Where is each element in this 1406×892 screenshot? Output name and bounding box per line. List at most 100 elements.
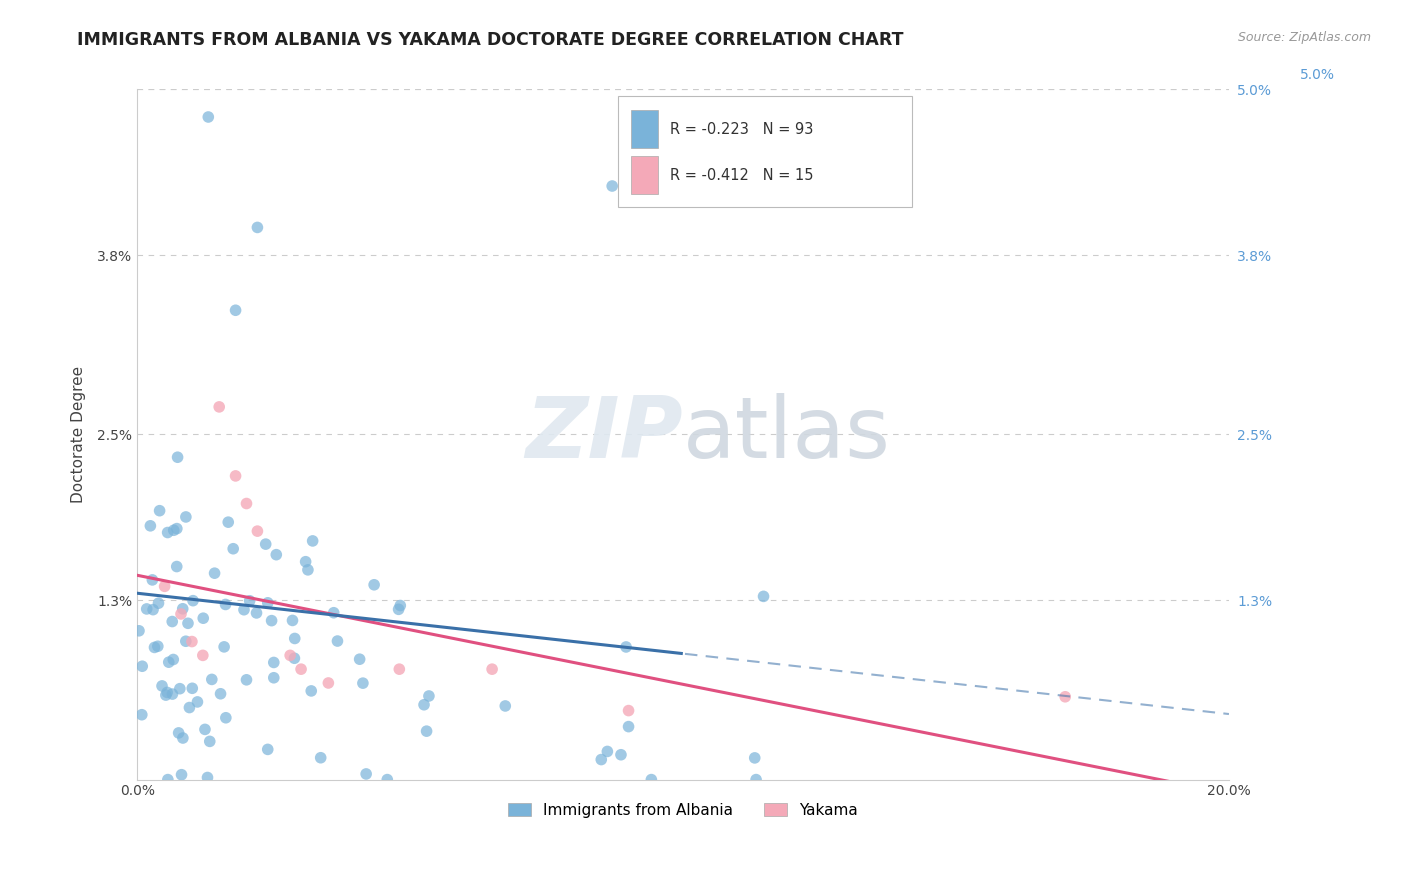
Point: [263, 671, 285, 685]
Point: [617, 720, 640, 734]
Point: [591, 753, 613, 767]
Point: [155, 688, 177, 702]
Point: [256, 742, 278, 756]
Point: [225, 469, 247, 483]
Point: [246, 524, 269, 538]
Point: [181, 681, 204, 696]
Point: [172, 601, 194, 615]
Point: [318, 676, 340, 690]
Text: IMMIGRANTS FROM ALBANIA VS YAKAMA DOCTORATE DEGREE CORRELATION CHART: IMMIGRANTS FROM ALBANIA VS YAKAMA DOCTOR…: [77, 31, 904, 49]
Point: [363, 578, 385, 592]
Point: [197, 771, 219, 785]
Point: [640, 772, 662, 787]
Point: [153, 579, 176, 593]
Point: [157, 655, 180, 669]
Point: [322, 606, 344, 620]
Point: [162, 652, 184, 666]
Point: [389, 599, 412, 613]
Point: [245, 606, 267, 620]
Point: [217, 515, 239, 529]
Point: [418, 689, 440, 703]
Point: [172, 731, 194, 745]
Text: ZIP: ZIP: [526, 393, 683, 476]
Point: [142, 602, 165, 616]
Point: [166, 450, 188, 465]
Point: [139, 518, 162, 533]
Point: [617, 704, 640, 718]
Point: [233, 603, 256, 617]
Point: [354, 767, 377, 781]
Point: [174, 634, 197, 648]
Point: [166, 522, 188, 536]
Point: [256, 596, 278, 610]
Point: [179, 700, 201, 714]
Point: [610, 747, 633, 762]
Point: [150, 679, 173, 693]
Point: [222, 541, 245, 556]
Point: [181, 593, 204, 607]
Point: [156, 525, 179, 540]
Point: [283, 651, 305, 665]
Point: [194, 723, 217, 737]
Point: [752, 590, 775, 604]
Point: [131, 659, 153, 673]
Point: [141, 573, 163, 587]
Point: [246, 220, 269, 235]
Point: [156, 772, 179, 787]
FancyBboxPatch shape: [631, 110, 658, 148]
Point: [193, 611, 215, 625]
Point: [239, 594, 262, 608]
Point: [744, 751, 766, 765]
FancyBboxPatch shape: [631, 156, 658, 194]
Point: [600, 179, 623, 194]
Point: [481, 662, 503, 676]
Point: [266, 548, 288, 562]
Point: [131, 707, 153, 722]
Point: [299, 684, 322, 698]
Point: [745, 772, 768, 787]
Point: [326, 634, 349, 648]
Point: [413, 698, 436, 712]
Point: [596, 744, 619, 758]
Point: [281, 614, 304, 628]
Point: [169, 681, 191, 696]
Point: [191, 648, 214, 663]
Text: R = -0.223   N = 93: R = -0.223 N = 93: [671, 122, 814, 136]
Point: [135, 602, 157, 616]
Point: [177, 616, 200, 631]
Point: [148, 596, 170, 610]
Point: [180, 634, 202, 648]
FancyBboxPatch shape: [617, 96, 912, 207]
Point: [186, 695, 208, 709]
Text: 5.0%: 5.0%: [1301, 69, 1334, 82]
Point: [297, 563, 319, 577]
Y-axis label: Doctorate Degree: Doctorate Degree: [72, 366, 86, 503]
Text: Source: ZipAtlas.com: Source: ZipAtlas.com: [1237, 31, 1371, 45]
Point: [309, 750, 332, 764]
Point: [201, 673, 224, 687]
Point: [214, 598, 236, 612]
Point: [170, 607, 193, 621]
Point: [212, 640, 235, 654]
Point: [204, 566, 226, 581]
Point: [197, 110, 219, 124]
Point: [387, 602, 409, 616]
Point: [215, 711, 238, 725]
Point: [209, 687, 232, 701]
Point: [290, 662, 312, 676]
Point: [128, 624, 150, 638]
Point: [208, 400, 231, 414]
Legend: Immigrants from Albania, Yakama: Immigrants from Albania, Yakama: [502, 797, 865, 823]
Point: [163, 523, 186, 537]
Point: [156, 685, 179, 699]
Point: [263, 656, 285, 670]
Point: [294, 555, 316, 569]
Text: atlas: atlas: [683, 393, 891, 476]
Point: [235, 496, 257, 510]
Point: [149, 504, 172, 518]
Point: [260, 614, 283, 628]
Point: [143, 640, 166, 655]
Point: [375, 772, 398, 787]
Point: [166, 559, 188, 574]
Point: [301, 533, 323, 548]
